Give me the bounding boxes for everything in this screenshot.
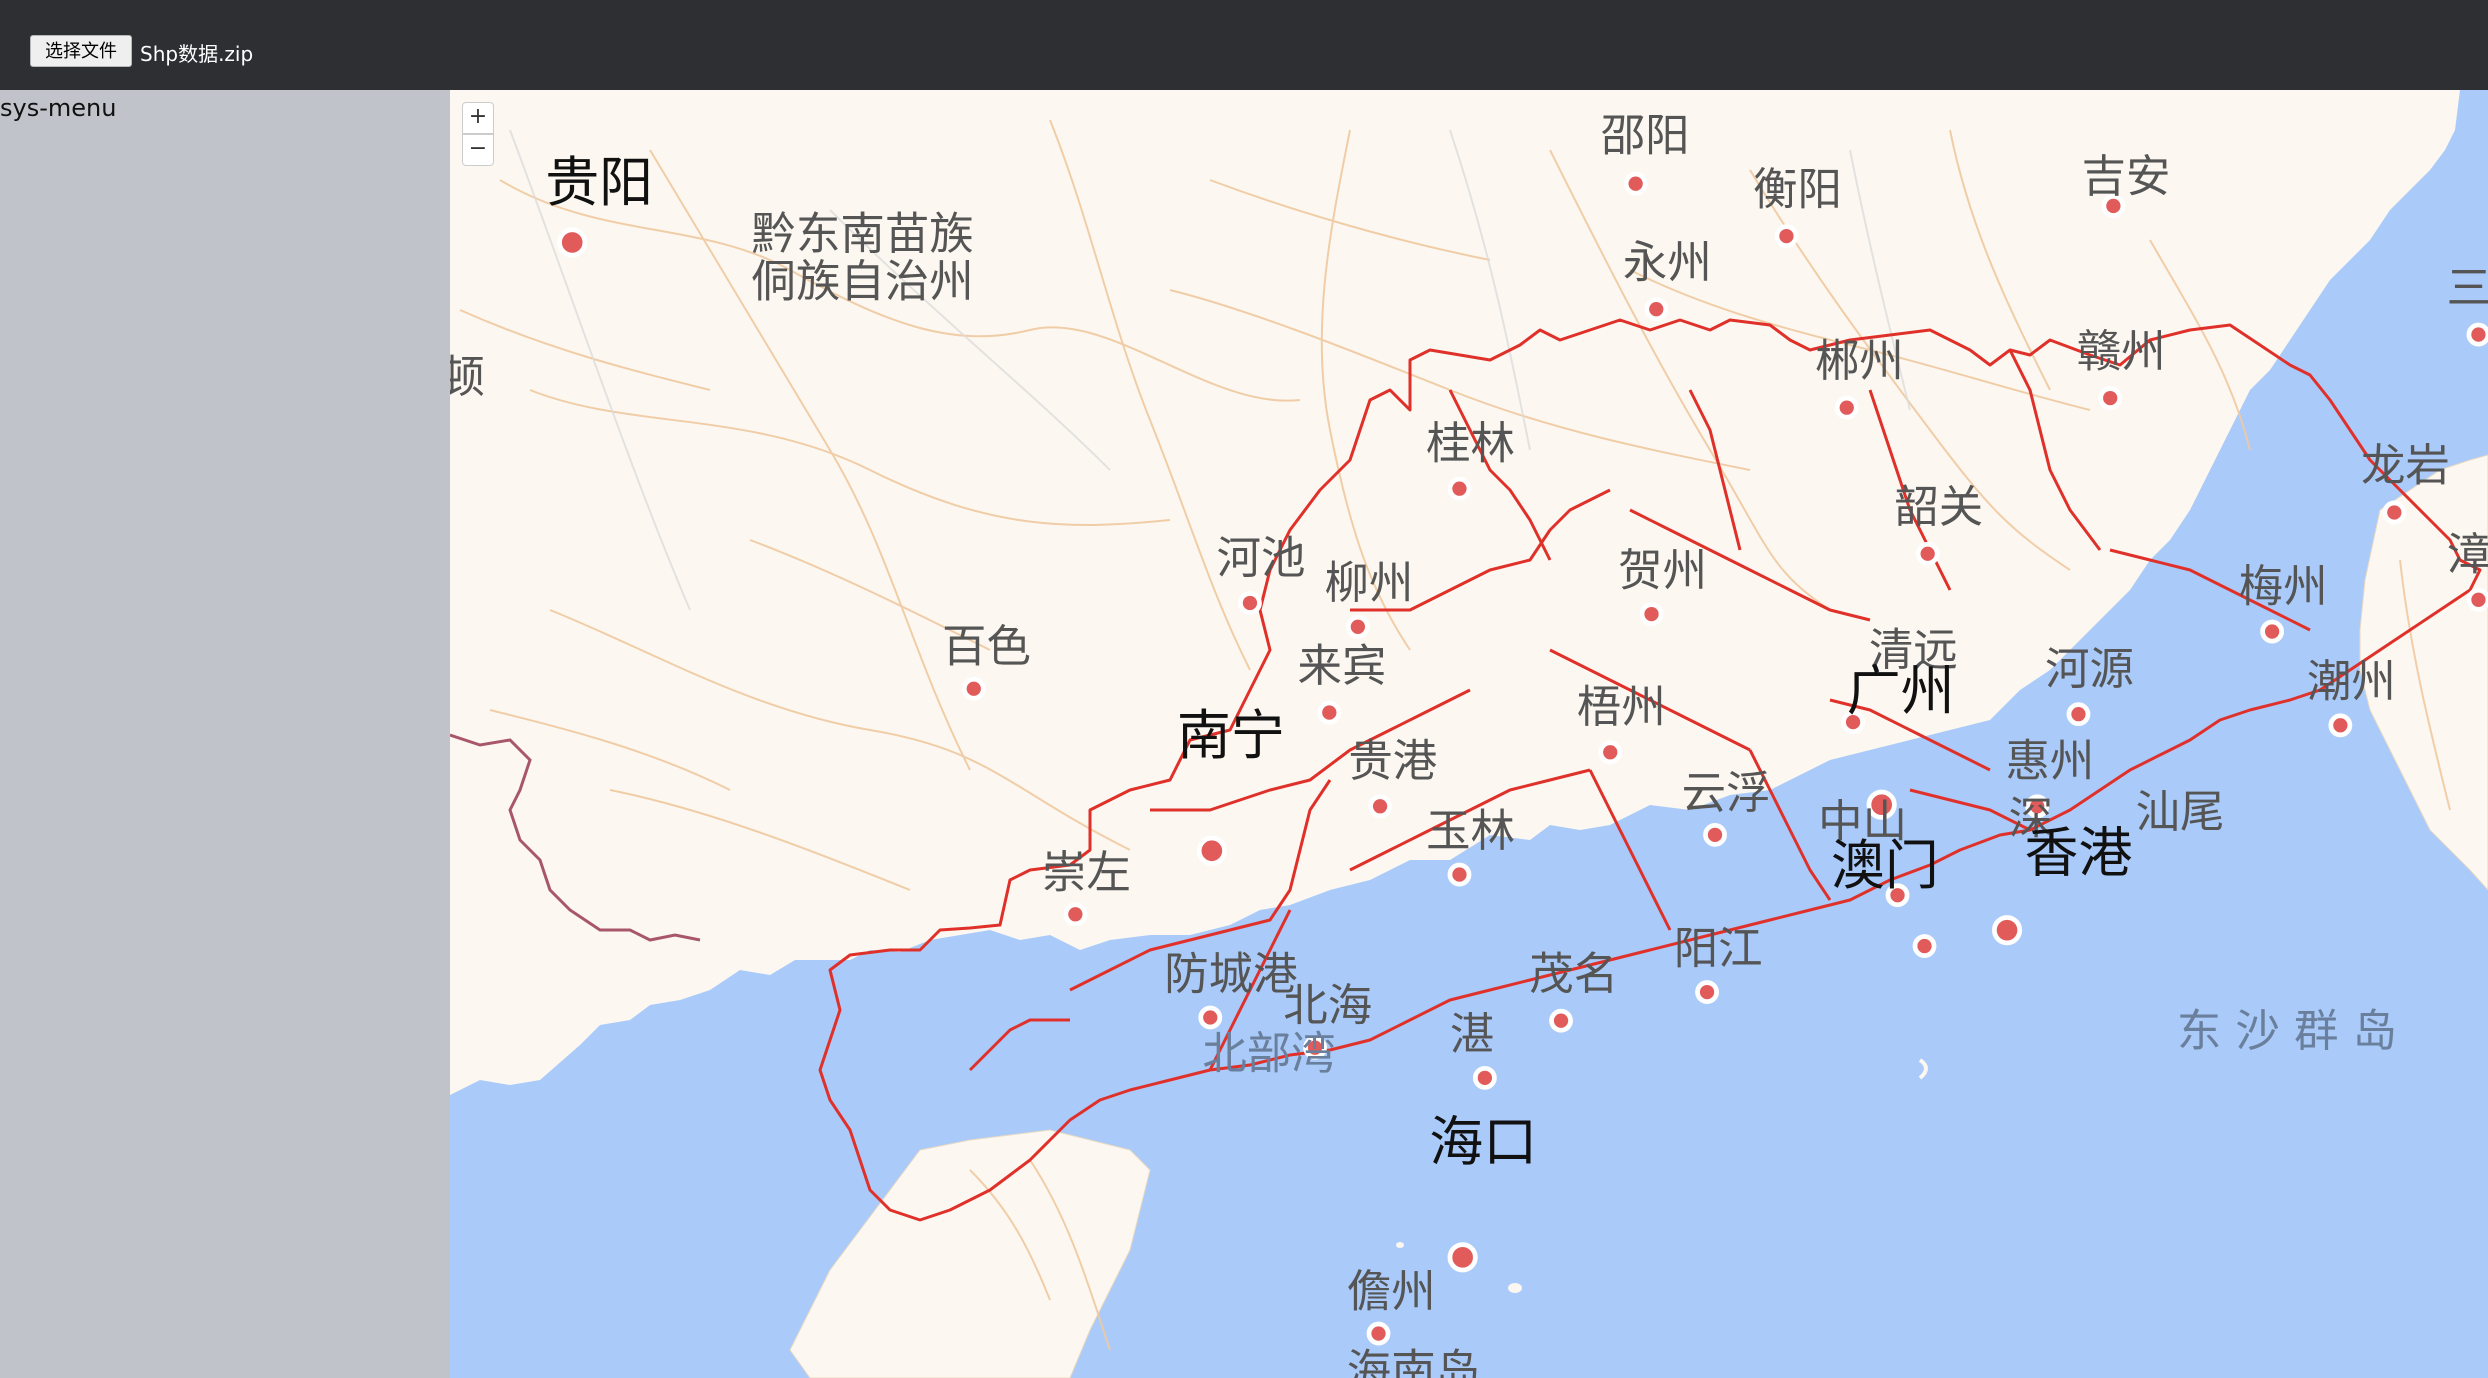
city-label-zhangzhou: 漳州 — [2447, 530, 2488, 581]
zoom-in-button[interactable]: + — [462, 102, 494, 134]
city-label-danzhou: 儋州 — [1347, 1267, 1436, 1318]
city-label-nanning: 南宁 — [1177, 704, 1285, 767]
city-label-guigang: 贵港 — [1348, 736, 1437, 787]
city-label-guiyang: 贵阳 — [545, 151, 653, 214]
city-label-jian: 吉安 — [2082, 152, 2171, 203]
city-label-zhan: 湛 — [1450, 1009, 1494, 1060]
guangdong-boundary — [818, 318, 2482, 1222]
city-label-longyan: 龙岩 — [2361, 441, 2450, 492]
city-label-hongkong: 香港 — [2025, 821, 2133, 884]
city-label-baise: 百色 — [942, 622, 1031, 673]
city-label-qingyuan: 清远 — [1869, 625, 1958, 676]
city-label-haikou: 海口 — [1429, 1110, 1537, 1173]
city-label-shenzhen: 深 — [2009, 793, 2053, 844]
selected-file-name: Shp数据.zip — [140, 42, 254, 66]
city-label-liuzhou: 柳州 — [1325, 558, 1414, 609]
city-label-hechi: 河池 — [1217, 533, 1306, 584]
city-label-edge: 顿 — [450, 352, 485, 403]
city-label-yulin: 玉林 — [1426, 806, 1515, 857]
sidebar-title: sys-menu — [0, 94, 117, 122]
city-label-yangjiang: 阳江 — [1674, 923, 1763, 974]
top-toolbar: 选择文件 Shp数据.zip — [0, 0, 2488, 90]
city-label-guangzhou: 广州 — [1847, 659, 1955, 722]
city-label-zhongshan: 中山 — [1818, 796, 1907, 847]
hainan-island — [789, 1129, 1151, 1378]
city-label-shaoyang: 邵阳 — [1601, 110, 1690, 161]
city-label-hezhou: 贺州 — [1618, 546, 1707, 597]
rail-network — [509, 129, 1911, 611]
sea-label-beibu-gulf: 北部湾 — [1202, 1028, 1335, 1079]
city-label-yunfu: 云浮 — [1682, 768, 1771, 819]
city-markers — [557, 171, 2488, 1346]
city-label-guilin: 桂林 — [1426, 418, 1515, 469]
city-label-ganzhou: 赣州 — [2077, 326, 2166, 377]
city-label-heyuan: 河源 — [2045, 644, 2134, 695]
city-label-meizhou: 梅州 — [2239, 561, 2328, 612]
national-border — [450, 733, 701, 942]
zoom-out-button[interactable]: − — [462, 134, 494, 166]
city-label-chenzhou: 郴州 — [1815, 336, 1904, 387]
city-label-qiandongnan: 黔东南苗族 — [752, 209, 974, 260]
city-label-fangchenggang: 防城港 — [1164, 949, 1297, 1000]
islet-arc — [1918, 1058, 1928, 1080]
sea-area — [450, 90, 2488, 1378]
city-label-shaoguan: 韶关 — [1894, 482, 1983, 533]
map-view[interactable]: 贵阳 黔东南苗族 侗族自治州 顿 邵阳 吉安 南平 衡阳 宁德 三明 福州 永州… — [450, 90, 2488, 1378]
city-label-hengyang: 衡阳 — [1753, 164, 1842, 215]
city-label-maoming: 茂名 — [1529, 949, 1618, 1000]
city-label-qiandongnan-2: 侗族自治州 — [752, 256, 974, 307]
city-label-huizhou: 惠州 — [2005, 736, 2094, 787]
city-label-laibin: 来宾 — [1298, 641, 1387, 692]
islet — [1508, 1283, 1522, 1293]
sidebar: sys-menu — [0, 90, 450, 1378]
city-label-shanwei: 汕尾 — [2136, 787, 2225, 838]
taiwan-island — [2359, 454, 2488, 891]
sea-label-dongsha: 东 沙 群 岛 — [2177, 1006, 2397, 1057]
islet — [1396, 1242, 1404, 1248]
city-label-hainan: 海南岛 — [1347, 1346, 1480, 1378]
city-label-yongzhou: 永州 — [1623, 237, 1712, 288]
road-network — [459, 119, 2451, 1351]
city-label-beihai: 北海 — [1283, 981, 1372, 1032]
city-label-sanming: 三明 — [2447, 263, 2488, 314]
choose-file-button[interactable]: 选择文件 — [30, 35, 132, 67]
city-label-chongzuo: 崇左 — [1042, 847, 1131, 898]
map-canvas[interactable]: 贵阳 黔东南苗族 侗族自治州 顿 邵阳 吉安 南平 衡阳 宁德 三明 福州 永州… — [450, 90, 2488, 1378]
city-label-wuzhou: 梧州 — [1577, 682, 1666, 733]
city-label-chaozhou: 潮州 — [2307, 657, 2396, 708]
city-label-aomen: 澳门 — [1831, 834, 1939, 897]
